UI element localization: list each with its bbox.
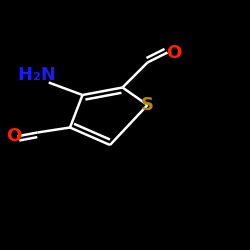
Text: O: O (6, 127, 22, 145)
Text: S: S (141, 96, 154, 114)
Text: ₂N: ₂N (32, 66, 56, 84)
Text: H: H (18, 66, 32, 84)
Text: O: O (166, 44, 182, 62)
